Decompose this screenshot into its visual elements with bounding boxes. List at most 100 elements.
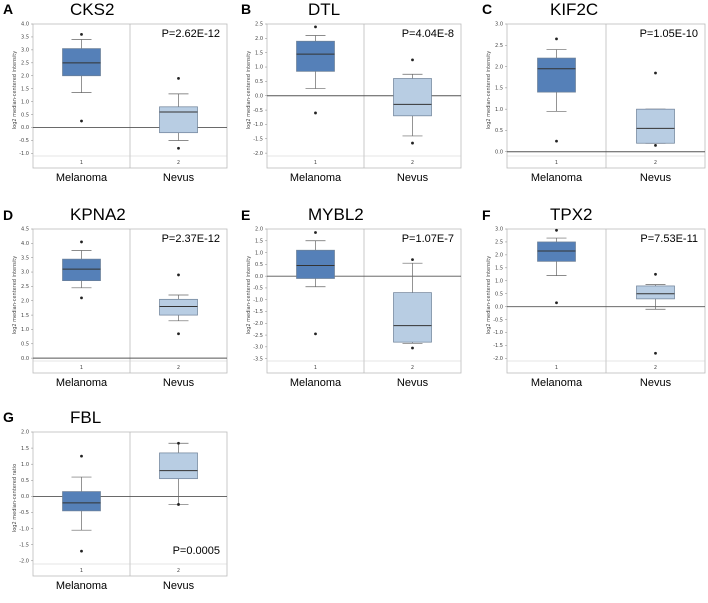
group-id: 2 — [411, 160, 414, 166]
iqr-box — [62, 48, 101, 77]
outlier-point — [411, 58, 414, 62]
panel-letter: B — [241, 1, 251, 17]
chart-title: KPNA2 — [70, 205, 126, 224]
category-label: Melanoma — [56, 580, 108, 592]
outlier-point — [654, 272, 657, 276]
group-id: 2 — [177, 160, 180, 166]
group-id: 1 — [80, 365, 83, 371]
category-label: Nevus — [397, 377, 429, 389]
y-tick-label: 4.5 — [21, 227, 29, 233]
outlier-point — [177, 76, 180, 80]
y-tick-label: 1.5 — [495, 86, 503, 92]
y-tick-label: -1.0 — [493, 330, 503, 336]
box-melanoma: 1 Melanoma — [531, 228, 583, 389]
box-melanoma: 1 Melanoma — [56, 454, 108, 592]
iqr-box — [537, 241, 576, 262]
iqr-box — [537, 57, 576, 93]
outlier-point — [314, 332, 317, 336]
y-tick-label: 0.0 — [21, 125, 29, 131]
p-value: P=1.07E-7 — [402, 233, 454, 245]
group-id: 2 — [654, 365, 657, 371]
y-tick-label: -0.5 — [253, 108, 263, 114]
y-tick-label: -1.0 — [253, 122, 263, 128]
y-tick-label: 0.5 — [21, 341, 29, 347]
y-tick-label: -0.5 — [493, 317, 503, 323]
y-tick-label: 1.0 — [495, 278, 503, 284]
box-nevus: 2 Nevus — [636, 272, 675, 389]
y-tick-label: 2.0 — [255, 227, 263, 233]
chart-title: CKS2 — [70, 0, 114, 19]
y-tick-label: -1.5 — [253, 136, 263, 142]
p-value: P=7.53E-11 — [640, 233, 698, 245]
category-label: Melanoma — [531, 377, 583, 389]
box-nevus: 2 Nevus — [636, 71, 675, 184]
y-tick-label: 3.0 — [21, 48, 29, 54]
iqr-box — [393, 292, 432, 343]
y-tick-label: 1.5 — [21, 86, 29, 92]
y-tick-label: 2.0 — [495, 64, 503, 70]
y-tick-label: 0.0 — [495, 149, 503, 155]
iqr-box — [159, 298, 198, 316]
y-tick-label: -0.5 — [19, 510, 29, 516]
box-melanoma: 1 Melanoma — [290, 25, 342, 184]
group-id: 2 — [177, 568, 180, 574]
chart-panel-a: A CKS2 4.0 3.5 3.0 2.5 2.0 1.5 1.0 0.5 0.0 -0.5 -1.0… — [3, 0, 228, 184]
box-nevus: 2 Nevus — [159, 441, 198, 592]
group-id: 2 — [411, 365, 414, 371]
y-tick-label: 2.0 — [21, 430, 29, 436]
box-melanoma: 1 Melanoma — [56, 240, 108, 389]
y-axis-label: log2 median-centered intensity — [486, 51, 492, 129]
iqr-box — [159, 106, 198, 134]
y-tick-label: 0.0 — [21, 356, 29, 362]
y-tick-label: 2.5 — [495, 240, 503, 246]
outlier-point — [555, 301, 558, 305]
p-value: P=2.37E-12 — [162, 233, 220, 245]
y-tick-label: 0.5 — [21, 112, 29, 118]
category-label: Melanoma — [56, 172, 108, 184]
group-id: 1 — [314, 160, 317, 166]
outlier-point — [80, 296, 83, 300]
box-nevus: 2 Nevus — [393, 58, 432, 184]
box-nevus: 2 Nevus — [393, 258, 432, 389]
y-tick-label: 1.5 — [495, 266, 503, 272]
y-tick-label: 1.0 — [495, 107, 503, 113]
iqr-box — [159, 452, 198, 480]
outlier-point — [555, 228, 558, 232]
y-tick-label: 3.0 — [495, 227, 503, 233]
y-tick-label: -1.0 — [19, 526, 29, 532]
y-tick-label: 0.0 — [495, 304, 503, 310]
y-tick-label: 2.5 — [495, 43, 503, 49]
y-tick-label: 2.0 — [495, 253, 503, 259]
y-tick-label: 0.5 — [21, 478, 29, 484]
box-melanoma: 1 Melanoma — [531, 37, 583, 184]
y-tick-label: 3.0 — [495, 22, 503, 28]
y-tick-label: -2.0 — [493, 356, 503, 362]
outlier-point — [314, 25, 317, 29]
y-tick-label: 1.5 — [21, 446, 29, 452]
group-id: 1 — [80, 160, 83, 166]
outlier-point — [411, 141, 414, 145]
y-axis-label: log2 median-centered intensity — [246, 51, 252, 129]
y-tick-label: -2.0 — [19, 558, 29, 564]
y-axis-label: log2 median-centered intensity — [12, 51, 18, 129]
y-tick-label: 0.5 — [255, 262, 263, 268]
y-tick-label: 1.5 — [255, 238, 263, 244]
y-tick-label: -3.5 — [253, 356, 263, 362]
outlier-point — [177, 273, 180, 277]
y-tick-label: 1.0 — [21, 99, 29, 105]
y-tick-label: 3.0 — [21, 270, 29, 276]
y-tick-label: -2.5 — [253, 333, 263, 339]
chart-panel-e: E MYBL2 2.0 1.5 1.0 0.5 0.0 -0.5 -1.0 -1.5 -2.0 -2.… — [241, 205, 462, 389]
y-tick-label: -2.0 — [253, 321, 263, 327]
outlier-point — [177, 503, 180, 506]
outlier-point — [654, 143, 657, 147]
y-tick-label: 4.0 — [21, 22, 29, 28]
outlier-point — [654, 71, 657, 75]
panel-letter: D — [3, 207, 13, 223]
iqr-box — [636, 108, 675, 144]
p-value: P=4.04E-8 — [402, 28, 454, 40]
box-melanoma: 1 Melanoma — [56, 32, 108, 184]
category-label: Melanoma — [290, 377, 342, 389]
category-label: Nevus — [397, 172, 429, 184]
